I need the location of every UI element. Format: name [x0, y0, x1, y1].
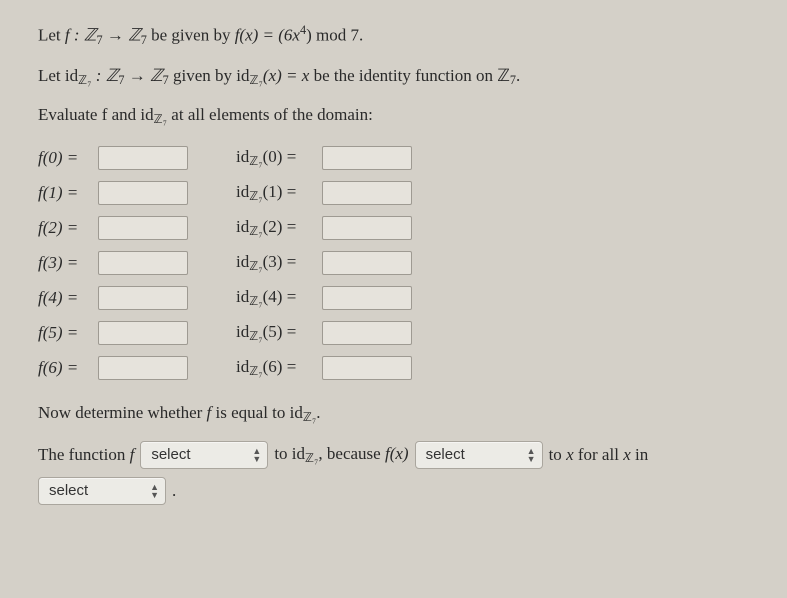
id-row: idℤ₇(0) =	[236, 143, 412, 173]
text: Let id	[38, 66, 78, 85]
id-label: idℤ₇(6) =	[236, 355, 322, 381]
text: Evaluate f and id	[38, 105, 154, 124]
id-input-0[interactable]	[322, 146, 412, 170]
math: f	[130, 445, 135, 464]
text: to	[549, 445, 566, 464]
answer-line-1: The function f select ▲▼ to idℤ₇, becaus…	[38, 441, 648, 469]
id-label: idℤ₇(3) =	[236, 250, 322, 276]
stepper-icon: ▲▼	[150, 483, 159, 499]
sub: ℤ₇	[78, 73, 91, 87]
id-label: idℤ₇(1) =	[236, 180, 322, 206]
math: : ℤ	[92, 66, 119, 85]
id-row: idℤ₇(5) =	[236, 318, 412, 348]
id-label: idℤ₇(2) =	[236, 215, 322, 241]
f-input-2[interactable]	[98, 216, 188, 240]
problem-line-3: Evaluate f and idℤ₇ at all elements of t…	[38, 103, 757, 129]
select-domain[interactable]: select ▲▼	[38, 477, 166, 505]
text: given by id	[169, 66, 250, 85]
text: , because	[318, 444, 385, 463]
f-input-6[interactable]	[98, 356, 188, 380]
select-relation[interactable]: select ▲▼	[415, 441, 543, 469]
sub: ℤ₇	[250, 73, 263, 87]
answer-line-2: select ▲▼ .	[38, 477, 176, 505]
f-row: f(4) =	[38, 283, 188, 313]
id-input-6[interactable]	[322, 356, 412, 380]
f-input-1[interactable]	[98, 181, 188, 205]
id-input-2[interactable]	[322, 216, 412, 240]
math: x	[566, 445, 574, 464]
id-row: idℤ₇(1) =	[236, 178, 412, 208]
id-row: idℤ₇(4) =	[236, 283, 412, 313]
id-input-5[interactable]	[322, 321, 412, 345]
text: be given by	[147, 26, 235, 45]
f-column: f(0) = f(1) = f(2) = f(3) = f(4) = f(5) = f(6)…	[38, 143, 188, 383]
text: to id	[274, 444, 305, 463]
sub: ℤ₇	[154, 112, 167, 126]
stepper-icon: ▲▼	[252, 447, 261, 463]
id-input-3[interactable]	[322, 251, 412, 275]
id-input-4[interactable]	[322, 286, 412, 310]
select-label: select	[426, 444, 465, 466]
text: is equal to id	[211, 403, 303, 422]
evaluation-table: f(0) = f(1) = f(2) = f(3) = f(4) = f(5) = f(6)…	[38, 143, 757, 383]
problem-line-2: Let idℤ₇ : ℤ7 → ℤ7 given by idℤ₇(x) = x …	[38, 64, 757, 90]
id-row: idℤ₇(2) =	[236, 213, 412, 243]
text: for all	[574, 445, 624, 464]
f-input-0[interactable]	[98, 146, 188, 170]
f-input-5[interactable]	[98, 321, 188, 345]
problem-line-1: Let f : ℤ7 → ℤ7 be given by f(x) = (6x4)…	[38, 22, 757, 50]
stepper-icon: ▲▼	[527, 447, 536, 463]
f-row: f(2) =	[38, 213, 188, 243]
id-column: idℤ₇(0) = idℤ₇(1) = idℤ₇(2) = idℤ₇(3) = idℤ₇…	[236, 143, 412, 383]
id-row: idℤ₇(6) =	[236, 353, 412, 383]
text: Now determine whether	[38, 403, 207, 422]
math: x	[623, 445, 631, 464]
f-label: f(4) =	[38, 286, 98, 311]
id-input-1[interactable]	[322, 181, 412, 205]
text: ) mod 7.	[306, 26, 363, 45]
id-label: idℤ₇(4) =	[236, 285, 322, 311]
id-label: idℤ₇(0) =	[236, 145, 322, 171]
f-row: f(6) =	[38, 353, 188, 383]
sub: ℤ₇	[303, 410, 316, 424]
select-label: select	[151, 444, 190, 466]
math: f(x) = (6x	[235, 26, 300, 45]
math: → ℤ	[124, 66, 162, 85]
f-label: f(2) =	[38, 216, 98, 241]
text: be the identity function on ℤ	[309, 66, 510, 85]
id-row: idℤ₇(3) =	[236, 248, 412, 278]
determine-line: Now determine whether f is equal to idℤ₇…	[38, 401, 757, 427]
f-label: f(6) =	[38, 356, 98, 381]
f-row: f(1) =	[38, 178, 188, 208]
sub: ℤ₇	[305, 451, 318, 465]
f-label: f(0) =	[38, 146, 98, 171]
f-input-3[interactable]	[98, 251, 188, 275]
math: f(x)	[385, 444, 409, 463]
text: .	[172, 479, 176, 504]
id-label: idℤ₇(5) =	[236, 320, 322, 346]
select-equal[interactable]: select ▲▼	[140, 441, 268, 469]
math: (x) = x	[263, 66, 309, 85]
text: Let	[38, 26, 65, 45]
f-row: f(3) =	[38, 248, 188, 278]
select-label: select	[49, 480, 88, 502]
f-label: f(1) =	[38, 181, 98, 206]
f-row: f(5) =	[38, 318, 188, 348]
math: → ℤ	[103, 26, 141, 45]
text: at all elements of the domain:	[167, 105, 373, 124]
f-row: f(0) =	[38, 143, 188, 173]
f-label: f(5) =	[38, 321, 98, 346]
text: in	[631, 445, 648, 464]
f-input-4[interactable]	[98, 286, 188, 310]
text: .	[316, 403, 320, 422]
text: .	[516, 66, 520, 85]
f-label: f(3) =	[38, 251, 98, 276]
math: f : ℤ	[65, 26, 97, 45]
text: The function	[38, 445, 130, 464]
